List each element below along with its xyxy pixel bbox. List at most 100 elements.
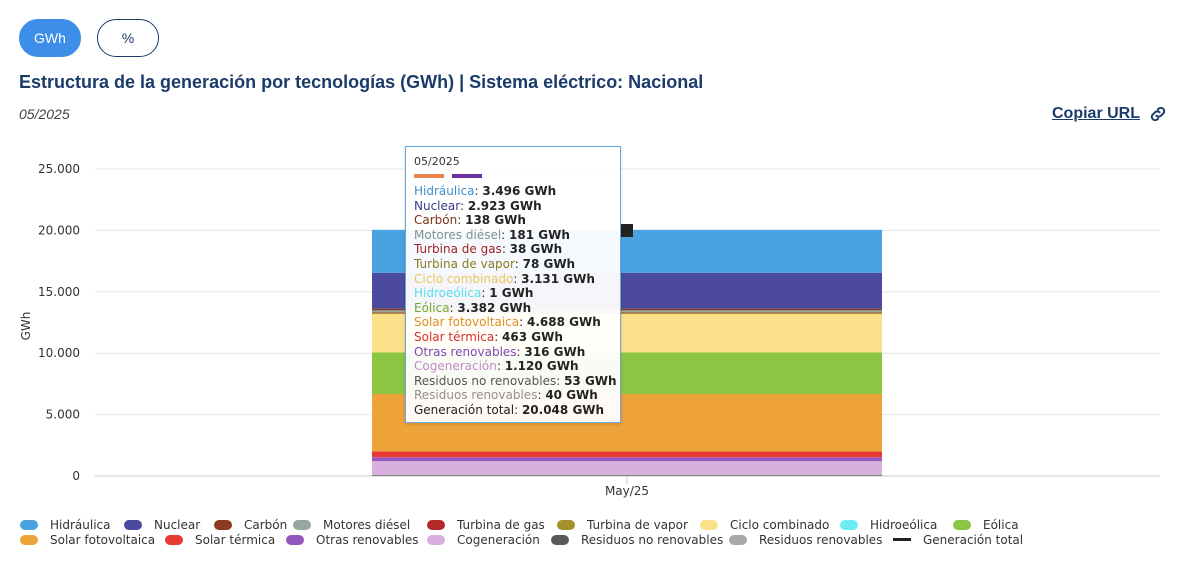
legend-swatch xyxy=(427,519,445,530)
link-icon xyxy=(1150,106,1166,122)
chart-title: Estructura de la generación por tecnolog… xyxy=(19,72,704,92)
legend-label: Nuclear xyxy=(154,517,201,532)
legend-swatch xyxy=(700,519,718,530)
legend-swatch xyxy=(840,519,858,530)
y-tick-label: 10.000 xyxy=(38,346,80,360)
legend-item-solar-termica[interactable]: Solar térmica xyxy=(165,533,286,547)
tooltip-label: Residuos no renovables xyxy=(414,373,557,388)
legend-swatch xyxy=(551,534,569,545)
tooltip-label: Hidráulica xyxy=(414,184,475,198)
percent-toggle-button[interactable]: % xyxy=(97,19,159,57)
legend-label: Hidroeólica xyxy=(870,517,938,532)
legend-label: Turbina de gas xyxy=(457,517,545,532)
tooltip-value: 316 GWh xyxy=(524,344,586,359)
legend-item-cogeneracion[interactable]: Cogeneración xyxy=(427,533,551,547)
total-marker xyxy=(620,224,633,237)
tooltip-value: 181 GWh xyxy=(509,227,570,242)
legend-label: Hidráulica xyxy=(50,517,111,532)
y-tick-label: 20.000 xyxy=(38,223,80,237)
tooltip-label: Solar fotovoltaica xyxy=(414,315,520,330)
bar-segment-motores-diesel[interactable] xyxy=(372,310,882,313)
tooltip-row-hidraulica: Hidráulica: 3.496 GWh xyxy=(414,184,557,198)
legend-item-motores-diesel[interactable]: Motores diésel xyxy=(293,518,427,532)
legend-item-otras-renovables[interactable]: Otras renovables xyxy=(286,533,427,547)
tooltip-value: 4.688 GWh xyxy=(527,315,601,330)
x-tick-label: May/25 xyxy=(605,484,649,498)
tooltip-row-carbon: Carbón: 138 GWh xyxy=(414,213,526,228)
unit-toggle-group: GWh % xyxy=(19,19,159,57)
legend-item-generacion-total[interactable]: Generación total xyxy=(893,533,1033,547)
legend-label: Ciclo combinado xyxy=(730,517,830,532)
legend-swatch xyxy=(20,534,38,545)
tooltip-label: Cogeneración xyxy=(414,359,497,374)
tooltip-label: Carbón xyxy=(414,213,458,228)
legend-swatch xyxy=(427,534,445,545)
tooltip-label: Nuclear xyxy=(414,198,460,213)
legend-item-solar-fotovoltaica[interactable]: Solar fotovoltaica xyxy=(20,533,165,547)
tooltip-value: 3.382 GWh xyxy=(457,300,532,315)
y-tick-label: 0 xyxy=(72,469,80,483)
copy-url-label: Copiar URL xyxy=(1052,105,1140,122)
legend-item-ciclo-combinado[interactable]: Ciclo combinado xyxy=(700,518,840,532)
tooltip-value: 20.048 GWh xyxy=(521,402,605,417)
legend-label: Carbón xyxy=(244,517,288,532)
tooltip-label: Residuos renovables xyxy=(414,388,538,403)
bar-segment-turbina-de-vapor[interactable] xyxy=(372,313,882,314)
tooltip-row-eolica: Eólica: 3.382 GWh xyxy=(414,300,532,315)
tooltip-value: 40 GWh xyxy=(545,388,598,403)
legend-swatch xyxy=(124,519,142,530)
tooltip-row-motores-diesel: Motores diésel: 181 GWh xyxy=(414,227,570,242)
tooltip-swatch-1 xyxy=(414,174,444,178)
legend-item-carbon[interactable]: Carbón xyxy=(214,518,293,532)
legend-label: Cogeneración xyxy=(457,532,540,547)
tooltip-swatch-2 xyxy=(452,174,482,178)
tooltip-label: Turbina de gas xyxy=(414,242,502,257)
bar-segment-residuos-no-renovables[interactable] xyxy=(372,474,882,476)
y-tick-label: 25.000 xyxy=(38,162,80,176)
tooltip-value: 38 GWh xyxy=(509,242,563,257)
y-tick-label: 15.000 xyxy=(38,285,80,299)
legend-swatch xyxy=(893,538,911,541)
bar-segment-carbon[interactable] xyxy=(372,308,882,311)
bar-segment-solar-termica[interactable] xyxy=(372,451,882,458)
legend-label: Eólica xyxy=(983,517,1019,532)
tooltip-row-generacion-total: Generación total: 20.048 GWh xyxy=(414,402,605,417)
legend-item-residuos-renovables[interactable]: Residuos renovables xyxy=(729,533,893,547)
chart-date: 05/2025 xyxy=(19,106,70,122)
legend-item-eolica[interactable]: Eólica xyxy=(953,518,1033,532)
y-axis-label: GWh xyxy=(19,312,33,341)
legend-swatch xyxy=(293,519,311,530)
legend-swatch xyxy=(953,519,971,530)
legend-row-1: Hidráulica Nuclear Carbón Motores diésel Tur… xyxy=(20,517,1190,532)
tooltip-label: Eólica xyxy=(414,300,450,315)
tooltip-value: 1.120 GWh xyxy=(504,359,579,374)
tooltip-value: 463 GWh xyxy=(502,329,563,344)
chart-legend: Hidráulica Nuclear Carbón Motores diésel Tur… xyxy=(20,517,1190,547)
legend-label: Turbina de vapor xyxy=(587,517,688,532)
tooltip-swatches xyxy=(414,174,612,178)
tooltip-row-ciclo-combinado: Ciclo combinado: 3.131 GWh xyxy=(414,271,595,286)
gwh-toggle-button[interactable]: GWh xyxy=(19,19,81,57)
tooltip-row-solar-termica: Solar térmica: 463 GWh xyxy=(414,329,563,344)
tooltip-label: Generación total xyxy=(414,402,515,417)
tooltip-rows: Hidráulica: 3.496 GWh Nuclear: 2.923 GWh C… xyxy=(414,184,617,418)
tooltip-row-cogeneracion: Cogeneración: 1.120 GWh xyxy=(414,359,579,374)
legend-swatch xyxy=(729,534,747,545)
tooltip-row-residuos-no-renovables: Residuos no renovables: 53 GWh xyxy=(414,373,617,388)
legend-item-hidroeolica[interactable]: Hidroeólica xyxy=(840,518,953,532)
legend-swatch xyxy=(20,519,38,530)
tooltip-value: 2.923 GWh xyxy=(467,198,542,213)
bar-segment-cogeneracion[interactable] xyxy=(372,461,882,475)
tooltip-label: Motores diésel xyxy=(414,227,502,242)
copy-url-link[interactable]: Copiar URL xyxy=(1052,104,1168,124)
legend-item-turbina-de-gas[interactable]: Turbina de gas xyxy=(427,518,557,532)
tooltip-row-turbina-de-gas: Turbina de gas: 38 GWh xyxy=(414,242,563,257)
legend-label: Generación total xyxy=(923,532,1024,547)
legend-item-hidraulica[interactable]: Hidráulica xyxy=(20,518,124,532)
bar-segment-otras-renovables[interactable] xyxy=(372,457,882,462)
legend-item-residuos-no-renovables[interactable]: Residuos no renovables xyxy=(551,533,729,547)
legend-item-turbina-de-vapor[interactable]: Turbina de vapor xyxy=(557,518,700,532)
tooltip-label: Turbina de vapor xyxy=(414,256,515,271)
legend-row-2: Solar fotovoltaica Solar térmica Otras ren… xyxy=(20,532,1190,547)
legend-item-nuclear[interactable]: Nuclear xyxy=(124,518,214,532)
